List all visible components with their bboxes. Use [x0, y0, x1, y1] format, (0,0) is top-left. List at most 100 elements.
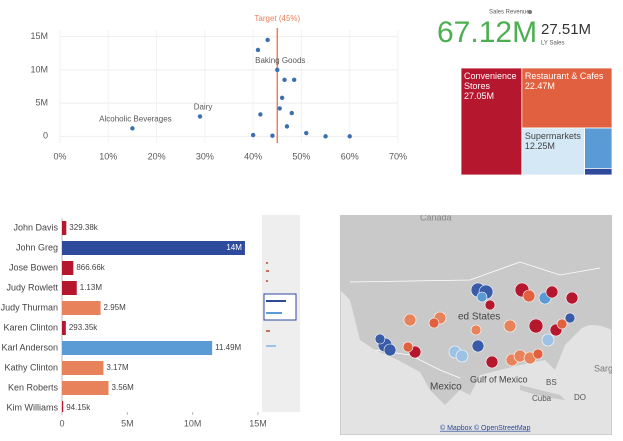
kpi-value: 67.12M — [437, 16, 537, 49]
point — [270, 133, 275, 138]
y-tick-label: 5M — [35, 97, 48, 107]
map-label: Sarga — [594, 363, 618, 373]
tile-name: Restaurant & Cafes — [524, 71, 604, 81]
minimap-window[interactable] — [263, 293, 297, 321]
info-icon[interactable] — [528, 10, 532, 14]
x-tick-label: 40% — [244, 151, 262, 161]
point-label: Alcoholic Beverages — [99, 114, 171, 123]
bar-area: John Davis 329.38k John Greg 14M Jose Bowen 8… — [1, 218, 245, 412]
point — [284, 124, 290, 129]
point — [279, 95, 285, 101]
bar — [62, 281, 77, 295]
point — [250, 132, 256, 138]
x-tick-label: 20% — [148, 151, 166, 161]
x-tick-label: 50% — [292, 151, 310, 161]
y-tick-label: Karen Clinton — [3, 322, 58, 332]
treemap-text: Supermarkets 12.25M — [522, 128, 585, 175]
y-tick-label: 10M — [30, 64, 48, 74]
treemap-tile — [460, 67, 523, 176]
map-label: Canada — [420, 212, 452, 222]
point — [282, 77, 287, 83]
map-label: Gulf of Mexico — [470, 374, 528, 384]
value-label: 3.56M — [112, 383, 135, 392]
bar — [62, 221, 67, 235]
kpi-title: Sales Revenue — [489, 10, 530, 16]
kpi-comparison: 27.51M — [541, 21, 591, 38]
x-tick-label: 70% — [389, 151, 407, 161]
tile-value: 22.47M — [524, 81, 555, 91]
value-label: 94.15k — [66, 403, 91, 412]
kpi-comparison-label: LY Sales — [541, 41, 564, 47]
bar — [62, 261, 74, 275]
target-label: Target (45%) — [254, 14, 300, 23]
map[interactable]: Canada ed States Mexico Gulf of Mexico B… — [340, 212, 618, 435]
value-label: 1.13M — [80, 283, 103, 292]
x-tick-label: 15M — [249, 418, 267, 428]
point — [265, 37, 270, 43]
tile-name: Supermarkets — [524, 131, 581, 141]
x-tick-label: 10M — [184, 418, 202, 428]
point — [275, 67, 280, 73]
bar — [62, 241, 245, 255]
point — [289, 110, 294, 116]
point — [277, 106, 282, 111]
map-label: Mexico — [430, 382, 462, 393]
tile-value: 27.05M — [464, 91, 495, 101]
map-points[interactable] — [374, 282, 579, 369]
bar — [62, 341, 213, 355]
bar — [62, 381, 109, 395]
treemap-tile — [584, 168, 613, 176]
y-tick-label: Kathy Clinton — [4, 362, 58, 372]
y-tick-label: 0 — [43, 131, 48, 141]
bar — [62, 321, 66, 335]
point-label: Dairy — [194, 103, 213, 112]
x-tick-label: 0 — [59, 418, 64, 428]
bar — [62, 301, 101, 315]
treemap-text: Restaurant & Cafes 22.47M — [522, 68, 612, 128]
map-island — [520, 385, 565, 400]
map-land — [340, 215, 612, 405]
map-label: Cuba — [532, 394, 552, 403]
tile-value: 12.25M — [524, 141, 555, 151]
map-label: BS — [546, 378, 557, 387]
x-tick-label: 30% — [196, 151, 214, 161]
value-label: 866.66k — [76, 263, 105, 272]
map-label: DO — [574, 393, 586, 402]
y-tick-label: Jose Bowen — [9, 262, 58, 272]
value-label: 329.38k — [69, 223, 98, 232]
treemap-text: Convenience Stores 27.05M — [461, 68, 522, 175]
value-label: 14M — [226, 243, 242, 252]
treemap-tile — [521, 127, 585, 176]
bar — [62, 361, 104, 375]
point — [304, 130, 309, 136]
y-tick-label: Judy Thurman — [1, 302, 58, 312]
value-label: 3.17M — [106, 363, 129, 372]
x-tick-label: 5M — [121, 418, 134, 428]
point — [291, 77, 297, 83]
x-tick-label: 0% — [53, 151, 66, 161]
point — [323, 134, 328, 139]
point — [130, 126, 135, 131]
x-tick-label: 60% — [341, 151, 359, 161]
map-attribution[interactable]: © Mapbox © OpenStreetMap — [440, 424, 531, 432]
y-tick-label: John Greg — [16, 242, 58, 252]
y-tick-label: Kim Williams — [7, 402, 59, 412]
point — [347, 134, 352, 139]
point — [258, 112, 263, 117]
tile-name: Convenience Stores — [464, 71, 517, 91]
y-tick-label: John Davis — [13, 222, 58, 232]
y-tick-label: Ken Roberts — [8, 382, 59, 392]
point — [197, 114, 203, 119]
point-label: Baking Goods — [255, 56, 305, 65]
y-tick-label: 15M — [30, 31, 48, 41]
value-label: 2.95M — [104, 303, 127, 312]
bar — [62, 401, 64, 412]
treemap-tile — [584, 127, 613, 169]
x-tick-label: 10% — [99, 151, 117, 161]
point — [255, 47, 261, 53]
